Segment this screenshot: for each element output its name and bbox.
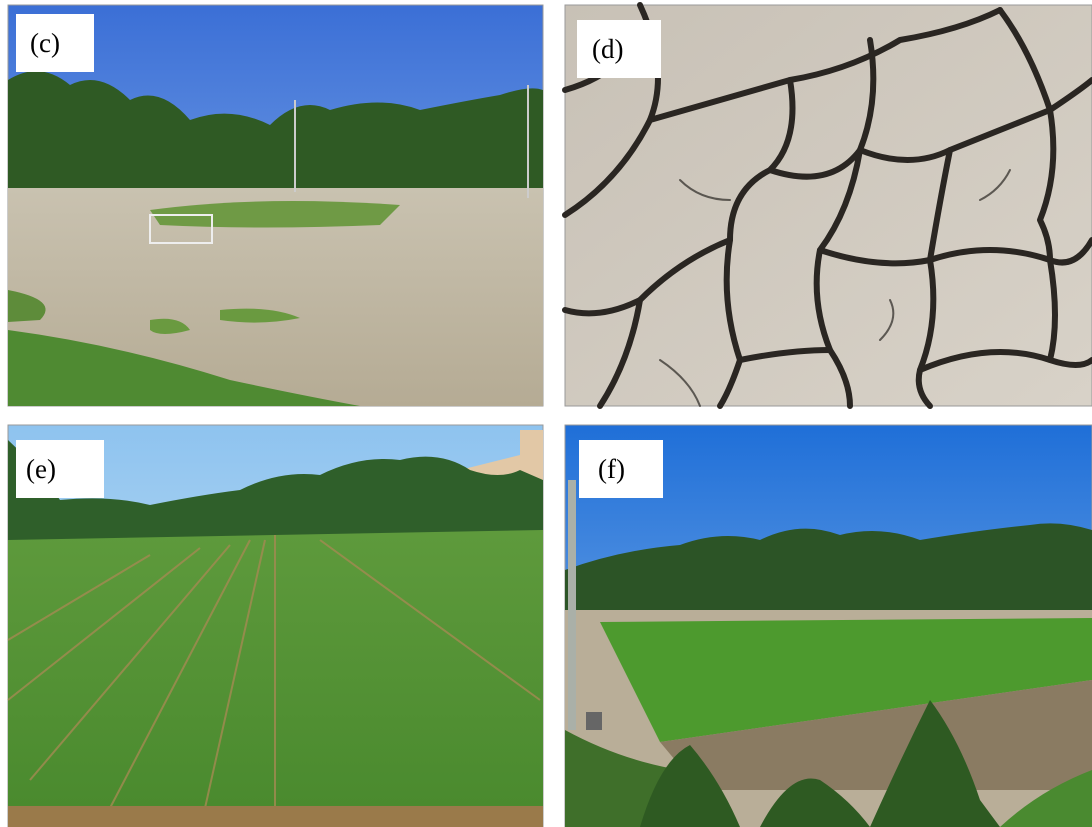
- panel-label: (e): [26, 454, 56, 484]
- panel-d: (d): [562, 2, 1092, 409]
- panel-f: (f): [564, 424, 1092, 827]
- panel-e: (e): [7, 424, 544, 827]
- panel-label: (f): [598, 454, 625, 484]
- panel-c: (c): [7, 4, 544, 407]
- panel-label: (d): [592, 34, 623, 64]
- panel-label: (c): [30, 28, 60, 58]
